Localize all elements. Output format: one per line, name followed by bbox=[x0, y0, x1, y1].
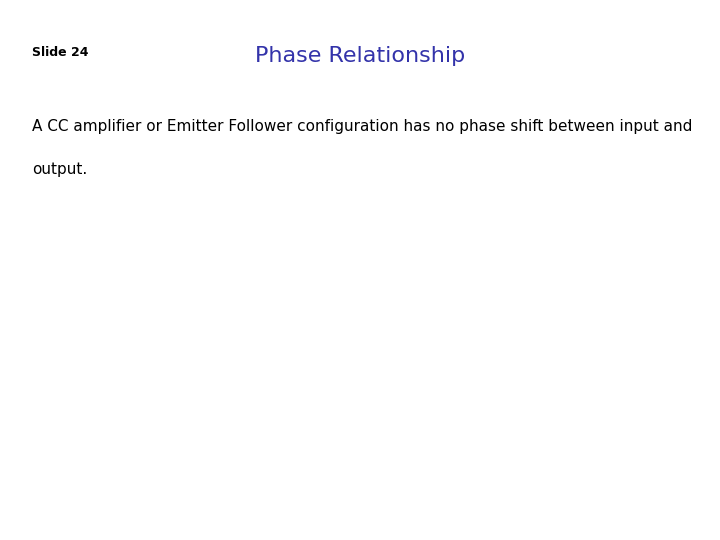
Text: A CC amplifier or Emitter Follower configuration has no phase shift between inpu: A CC amplifier or Emitter Follower confi… bbox=[32, 119, 693, 134]
Text: output.: output. bbox=[32, 162, 88, 177]
Text: Slide 24: Slide 24 bbox=[32, 46, 89, 59]
Text: Phase Relationship: Phase Relationship bbox=[255, 46, 465, 66]
